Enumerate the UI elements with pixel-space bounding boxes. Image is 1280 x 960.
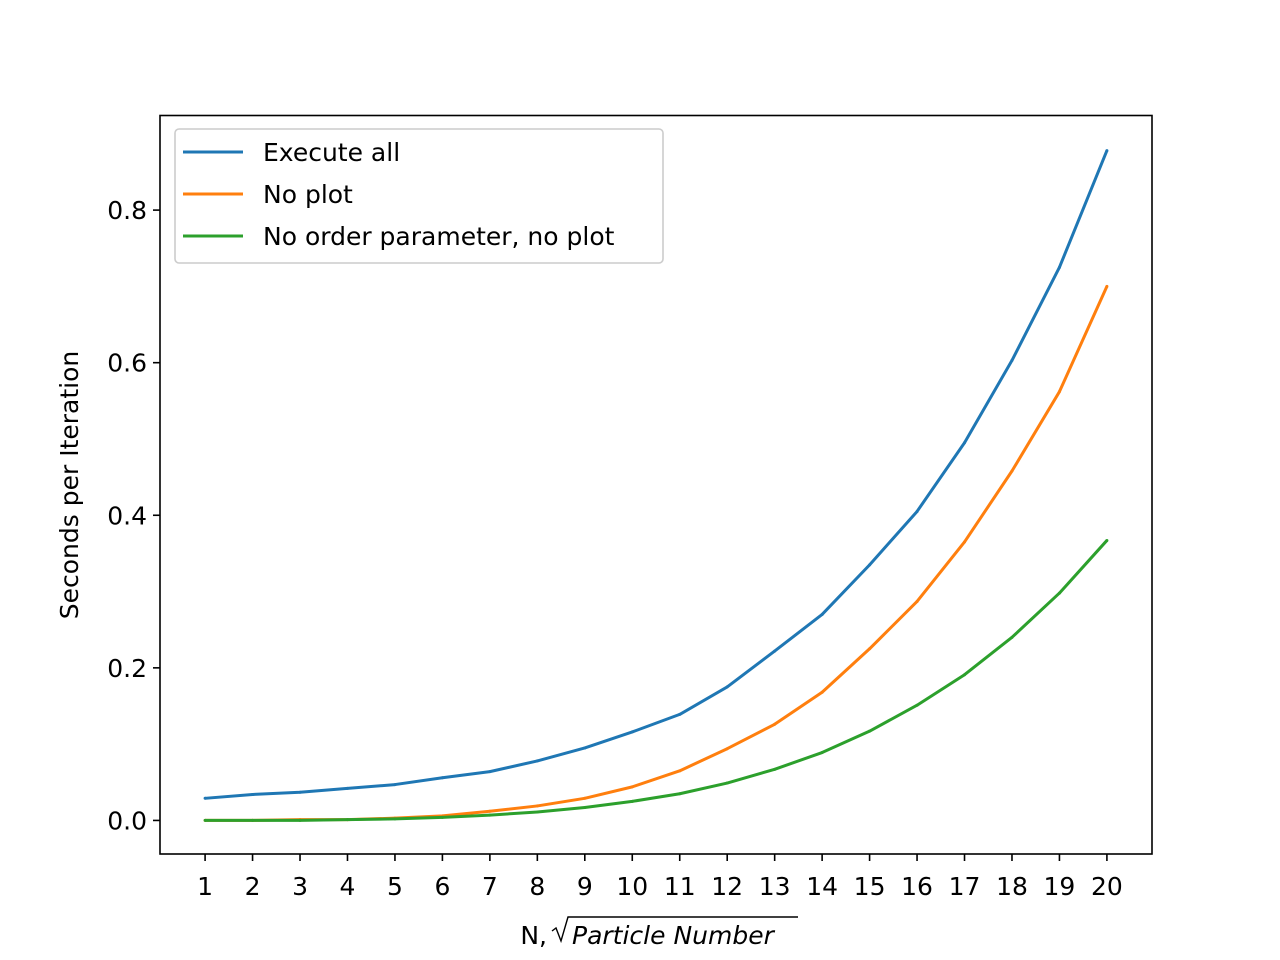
data-point <box>203 796 207 800</box>
data-point <box>535 759 539 763</box>
y-tick-label: 0.2 <box>107 654 147 683</box>
x-tick-label: 3 <box>292 872 308 901</box>
x-tick-label: 6 <box>434 872 450 901</box>
data-point <box>820 612 824 616</box>
data-point <box>535 804 539 808</box>
y-tick-label: 0.0 <box>107 806 147 835</box>
data-point <box>725 685 729 689</box>
data-point <box>820 751 824 755</box>
data-point <box>725 747 729 751</box>
y-tick-label: 0.6 <box>107 349 147 378</box>
y-tick-label: 0.8 <box>107 196 147 225</box>
data-point <box>393 817 397 821</box>
data-point <box>725 781 729 785</box>
x-tick-label: 8 <box>529 872 545 901</box>
x-tick-label: 19 <box>1044 872 1076 901</box>
data-point <box>773 649 777 653</box>
x-tick-label: 10 <box>616 872 648 901</box>
series-line-3 <box>205 539 1109 822</box>
data-point <box>868 563 872 567</box>
legend-label: No order parameter, no plot <box>263 222 615 251</box>
data-point <box>583 805 587 809</box>
data-point <box>488 809 492 813</box>
x-axis-label-prefix: N, <box>520 921 547 950</box>
data-point <box>345 786 349 790</box>
data-point <box>963 673 967 677</box>
data-point <box>440 815 444 819</box>
data-point <box>678 792 682 796</box>
data-point <box>488 813 492 817</box>
x-tick-label: 5 <box>387 872 403 901</box>
data-point <box>583 746 587 750</box>
data-point <box>298 790 302 794</box>
x-axis-label-radicand: Particle Number <box>572 921 776 950</box>
data-point <box>393 783 397 787</box>
x-tick-label: 13 <box>759 872 791 901</box>
data-point <box>915 599 919 603</box>
data-point <box>251 792 255 796</box>
data-point <box>535 810 539 814</box>
x-tick-label: 18 <box>996 872 1028 901</box>
legend-label: Execute all <box>263 138 400 167</box>
data-point <box>1105 538 1109 542</box>
series-lines <box>203 149 1109 822</box>
data-point <box>678 712 682 716</box>
data-point <box>630 799 634 803</box>
x-tick-label: 20 <box>1091 872 1123 901</box>
data-point <box>1057 591 1061 595</box>
x-tick-label: 11 <box>664 872 696 901</box>
data-point <box>678 769 682 773</box>
x-tick-label: 15 <box>854 872 886 901</box>
data-point <box>1010 635 1014 639</box>
legend-label: No plot <box>263 180 353 209</box>
data-point <box>488 770 492 774</box>
x-tick-label: 17 <box>949 872 981 901</box>
data-point <box>251 818 255 822</box>
data-point <box>630 785 634 789</box>
data-point <box>1057 390 1061 394</box>
x-tick-label: 12 <box>711 872 743 901</box>
legend-box <box>174 128 664 264</box>
data-point <box>1105 149 1109 153</box>
data-point <box>1010 469 1014 473</box>
data-point <box>773 767 777 771</box>
data-point <box>298 818 302 822</box>
legend: Execute all No plot No order parameter, no… <box>174 128 664 264</box>
data-point <box>583 796 587 800</box>
plot-frame <box>159 114 1153 855</box>
data-point <box>203 818 207 822</box>
y-tick-label: 0.4 <box>107 501 147 530</box>
data-point <box>1010 358 1014 362</box>
x-axis-ticks: 1 2 3 4 5 6 7 8 9 10 11 12 13 14 15 16 17 18 19 20 <box>197 854 1123 901</box>
x-tick-label: 14 <box>806 872 838 901</box>
data-point <box>1057 265 1061 269</box>
x-tick-label: 4 <box>340 872 356 901</box>
x-tick-label: 2 <box>245 872 261 901</box>
data-point <box>820 690 824 694</box>
data-point <box>915 509 919 513</box>
data-point <box>440 776 444 780</box>
x-axis-label: N, Particle Number <box>520 916 798 950</box>
data-point <box>630 730 634 734</box>
series-line-1 <box>204 150 1109 800</box>
x-tick-label: 1 <box>197 872 213 901</box>
y-axis-ticks: 0.0 0.2 0.4 0.6 0.8 <box>107 196 160 835</box>
y-axis-label: Seconds per Iteration <box>55 351 84 620</box>
x-tick-label: 9 <box>577 872 593 901</box>
x-tick-label: 7 <box>482 872 498 901</box>
data-point <box>963 540 967 544</box>
data-point <box>868 729 872 733</box>
data-point <box>915 703 919 707</box>
data-point <box>345 818 349 822</box>
series-line-2 <box>205 285 1109 822</box>
x-tick-label: 16 <box>901 872 933 901</box>
data-point <box>868 647 872 651</box>
sqrt-symbol <box>551 916 798 944</box>
data-point <box>773 722 777 726</box>
data-point <box>963 441 967 445</box>
data-point <box>1105 284 1109 288</box>
